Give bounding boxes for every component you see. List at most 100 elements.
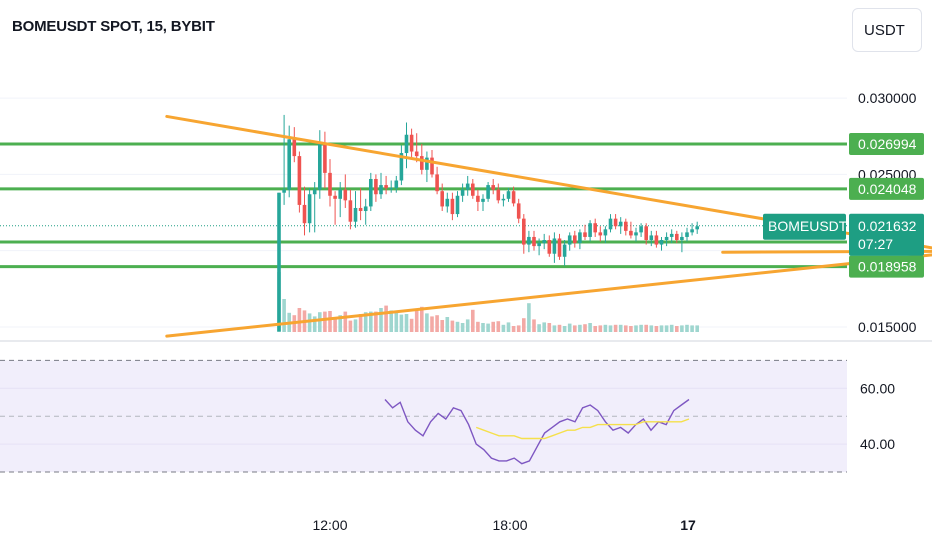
volume-bar — [603, 324, 608, 332]
candle-body — [302, 204, 307, 224]
candle-body — [675, 233, 679, 240]
volume-bar — [338, 315, 342, 332]
price-badge-label: 0.018958 — [858, 259, 917, 275]
candle-body — [465, 183, 470, 190]
candle-body — [292, 139, 297, 157]
volume-bar — [542, 322, 546, 332]
candle-body — [578, 232, 582, 244]
candle-body — [343, 189, 348, 201]
candle-body — [669, 233, 674, 237]
candle-body — [664, 236, 669, 240]
volume-bar — [506, 322, 511, 332]
candle-body — [573, 235, 577, 244]
volume-bar — [343, 311, 348, 332]
candle-body — [277, 192, 281, 332]
candle-body — [537, 243, 541, 247]
volume-bar — [527, 303, 531, 332]
rsi-line — [384, 398, 690, 465]
volume-bar — [629, 326, 633, 332]
candle-body — [358, 207, 363, 212]
candle-body — [496, 189, 501, 201]
volume-bar — [399, 314, 404, 332]
volume-bar — [573, 325, 577, 332]
candle-body — [414, 151, 419, 157]
volume-bar — [567, 323, 572, 332]
volume-bar — [460, 323, 465, 332]
volume-bar — [318, 312, 322, 332]
symbol-badge-label: BOMEUSDT — [768, 218, 848, 234]
volume-bar — [690, 325, 694, 332]
candle-body — [369, 178, 373, 207]
volume-bar — [409, 318, 414, 332]
volume-bar — [669, 324, 674, 332]
volume-bar — [547, 323, 552, 332]
candle-body — [282, 189, 286, 193]
candle-body — [348, 200, 353, 222]
candle-body — [629, 230, 633, 236]
candle-body — [527, 236, 531, 245]
volume-bar — [465, 319, 470, 332]
volume-bar — [404, 314, 409, 332]
volume-bar — [481, 323, 485, 332]
volume-bar — [644, 324, 648, 332]
price-badge — [849, 132, 924, 155]
trend-line[interactable] — [165, 114, 932, 299]
current-price-badge — [849, 213, 924, 256]
volume-bar — [593, 326, 597, 332]
candle-body — [506, 191, 511, 199]
volume-bar — [486, 323, 490, 332]
price-badge-label: 0.024048 — [858, 181, 917, 197]
volume-bar — [608, 325, 613, 332]
volume-bar — [348, 320, 353, 332]
candle-body — [481, 198, 485, 202]
volume-bar — [414, 310, 419, 332]
candle-body — [511, 191, 516, 204]
candle-body — [516, 203, 521, 219]
volume-bar — [685, 324, 689, 332]
candle-body — [603, 229, 608, 236]
volume-bar — [557, 324, 562, 332]
candle-body — [328, 172, 332, 196]
candle-body — [363, 206, 368, 212]
volume-bar — [328, 311, 332, 332]
horizontal-levels[interactable] — [0, 142, 847, 269]
volume-bar — [634, 325, 638, 332]
candle-body — [680, 236, 684, 240]
volume-bar — [659, 325, 664, 332]
candle-body — [593, 223, 597, 233]
candle-body — [654, 235, 659, 245]
time-tick-label: 12:00 — [312, 517, 347, 533]
rsi-pane[interactable] — [0, 359, 847, 473]
volume-bar — [435, 315, 439, 332]
symbol-badge — [763, 213, 846, 240]
trend-line[interactable] — [165, 228, 932, 338]
time-tick-label: 18:00 — [492, 517, 527, 533]
candle-body — [425, 157, 429, 170]
candle-body — [649, 235, 654, 240]
candle-body — [338, 189, 342, 199]
volume-bar — [297, 308, 302, 332]
price-labels: 0.0269940.0240480.0205660.018958BOMEUSDT… — [763, 132, 924, 278]
volume-bar — [323, 311, 327, 332]
volume-bar — [639, 324, 643, 332]
candle-body — [588, 223, 592, 237]
volume-bar — [613, 324, 618, 332]
volume-bar — [552, 325, 557, 332]
volume-bar — [312, 316, 317, 332]
candle-body — [598, 232, 603, 236]
volume-bar — [532, 319, 536, 332]
candle-body — [562, 244, 567, 257]
currency-selector[interactable]: USDT — [852, 8, 922, 52]
candle-body — [634, 232, 638, 236]
candle-body — [522, 218, 526, 245]
volume-bar — [307, 313, 312, 332]
volume-bar — [537, 324, 541, 332]
volume-bar — [374, 311, 378, 332]
price-tick-label: 0.030000 — [858, 90, 917, 106]
volume-bar — [363, 312, 368, 332]
candle-body — [659, 240, 664, 245]
candle-body — [379, 185, 383, 195]
candle-body — [404, 134, 409, 154]
volume-bar — [598, 325, 603, 332]
